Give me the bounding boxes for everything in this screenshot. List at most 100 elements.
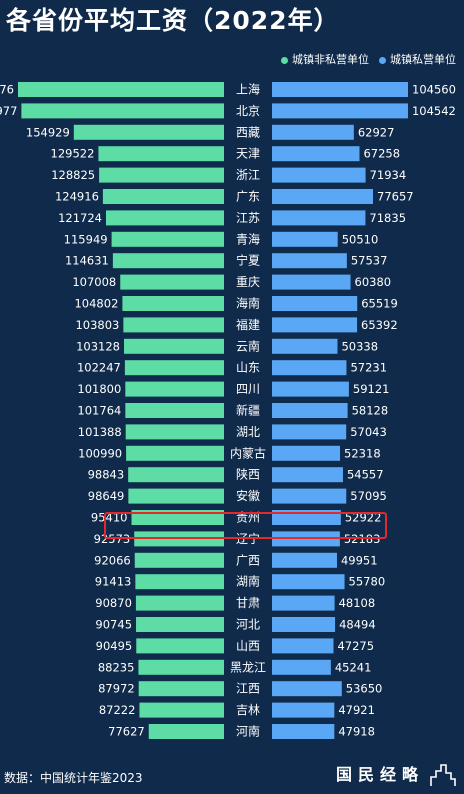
value-label-private: 57095 (350, 489, 387, 503)
bar-private (272, 189, 374, 204)
bar-nonprivate (135, 595, 224, 611)
province-label: 安徽 (236, 488, 260, 503)
value-label-nonprivate: 77627 (108, 725, 145, 739)
value-label-private: 50510 (342, 232, 379, 246)
value-label-nonprivate: 154929 (26, 125, 70, 139)
bar-nonprivate (105, 210, 224, 226)
province-label: 内蒙古 (230, 445, 266, 460)
value-label-private: 53650 (346, 682, 383, 696)
value-label-nonprivate: 128825 (51, 168, 95, 182)
bar-private (272, 724, 335, 739)
value-label-nonprivate: 91413 (95, 575, 132, 589)
bar-nonprivate (138, 659, 224, 675)
bar-private (272, 552, 337, 568)
bar-nonprivate (138, 681, 224, 697)
province-label: 江苏 (236, 211, 260, 225)
bar-nonprivate (134, 552, 224, 568)
value-label-private: 60380 (355, 275, 392, 289)
bar-private (272, 360, 347, 376)
value-label-private: 47918 (338, 725, 375, 739)
province-label: 北京 (236, 104, 260, 118)
value-label-nonprivate: 114631 (65, 254, 109, 268)
value-label-private: 71934 (370, 168, 407, 182)
province-label: 海南 (236, 296, 260, 311)
province-label: 吉林 (236, 703, 260, 717)
value-label-private: 57043 (350, 425, 387, 439)
value-label-nonprivate: 121724 (58, 211, 102, 225)
legend-item-private: 城镇私营单位 (379, 52, 456, 68)
bar-nonprivate (111, 231, 224, 247)
legend-label-nonprivate: 城镇非私营单位 (292, 53, 369, 66)
chart-title: 各省份平均工资（2022年） (6, 6, 340, 35)
bar-private (272, 274, 351, 290)
bar-nonprivate (135, 574, 224, 590)
brand-text: 国民经略 (335, 765, 424, 784)
value-label-nonprivate: 107008 (72, 275, 116, 289)
bar-private (272, 659, 331, 675)
value-label-private: 47275 (337, 639, 374, 653)
province-label: 黑龙江 (230, 660, 266, 674)
bar-nonprivate (73, 124, 225, 140)
value-label-private: 71835 (369, 211, 406, 225)
province-label: 广西 (236, 553, 260, 567)
province-label: 湖北 (236, 424, 260, 439)
value-label-nonprivate: 88235 (98, 660, 135, 674)
brand-building-icon (430, 764, 456, 786)
bar-private (272, 167, 366, 183)
value-label-nonprivate: 95410 (91, 511, 128, 525)
bar-nonprivate (124, 360, 224, 376)
value-label-nonprivate: 87972 (98, 682, 135, 696)
bar-private (272, 210, 366, 226)
bar-nonprivate (98, 146, 224, 162)
bar-private (272, 253, 347, 269)
value-label-private: 54557 (347, 468, 384, 482)
province-label: 河北 (236, 618, 260, 632)
value-label-nonprivate: 92066 (94, 553, 131, 567)
value-label-nonprivate: 129522 (51, 147, 95, 161)
bar-private (272, 124, 354, 140)
province-label: 湖南 (236, 574, 260, 589)
highlight-box (104, 512, 387, 539)
province-label: 甘肃 (236, 596, 260, 610)
province-label: 四川 (236, 382, 260, 396)
value-label-private: 65519 (361, 297, 398, 311)
value-label-private: 49951 (341, 553, 378, 567)
bar-nonprivate (124, 338, 224, 354)
bar-nonprivate (139, 702, 224, 718)
value-label-nonprivate: 90745 (95, 618, 132, 632)
value-label-private: 62927 (358, 125, 395, 139)
value-label-private: 104560 (412, 83, 456, 97)
legend-label-private: 城镇私营单位 (390, 53, 456, 66)
bar-private (272, 103, 408, 119)
value-label-nonprivate: 87222 (99, 703, 136, 717)
value-label-nonprivate: 212476 (0, 83, 14, 97)
province-label: 新疆 (236, 403, 260, 418)
province-label: 上海 (236, 82, 260, 97)
province-label: 贵州 (236, 511, 260, 525)
province-label: 福建 (236, 317, 260, 332)
province-label: 青海 (236, 231, 260, 246)
value-label-nonprivate: 101388 (78, 425, 122, 439)
province-label: 陕西 (236, 467, 260, 482)
bar-nonprivate (148, 724, 224, 739)
brand-logo: 国民经略 (336, 761, 456, 789)
value-label-nonprivate: 98649 (88, 489, 125, 503)
province-label: 西藏 (236, 125, 260, 139)
value-label-nonprivate: 115949 (64, 232, 108, 246)
bar-nonprivate (125, 381, 224, 397)
value-label-private: 55780 (349, 575, 386, 589)
bar-nonprivate (125, 424, 224, 440)
value-label-private: 77657 (377, 190, 414, 204)
province-label: 广东 (236, 190, 260, 204)
bar-nonprivate (136, 638, 224, 654)
bar-private (272, 338, 338, 354)
province-label: 江西 (236, 682, 260, 696)
bar-nonprivate (128, 488, 224, 504)
value-label-private: 67258 (363, 147, 400, 161)
bar-nonprivate (112, 253, 224, 269)
bar-private (272, 467, 343, 483)
value-label-nonprivate: 90495 (96, 639, 133, 653)
bar-nonprivate (126, 445, 224, 461)
value-label-nonprivate: 124916 (55, 190, 99, 204)
value-label-private: 104542 (412, 104, 456, 118)
